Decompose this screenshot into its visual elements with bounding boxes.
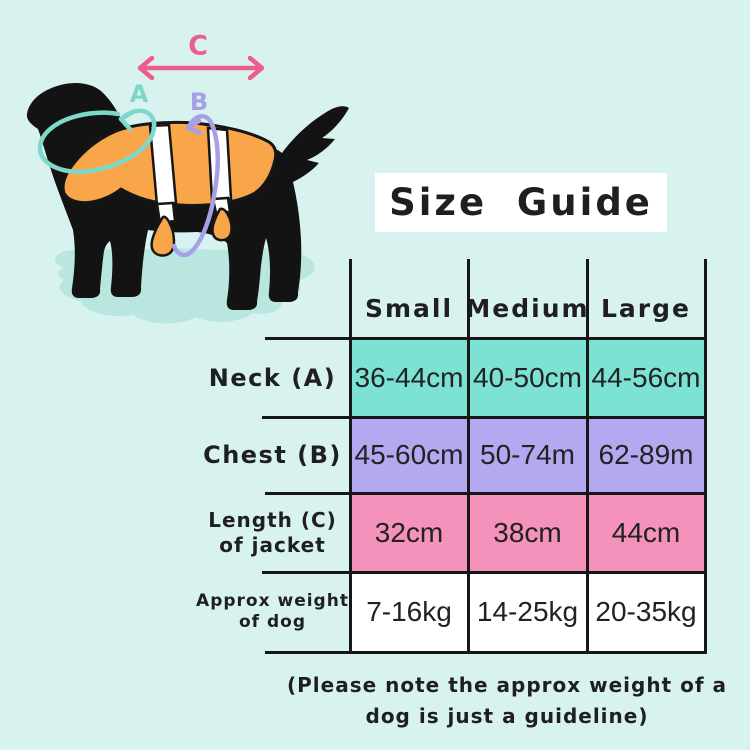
row-label-neck: Neck (A) <box>208 363 337 392</box>
jacket-tassel-front <box>150 215 176 257</box>
length-measure-arrow <box>137 55 265 81</box>
cell-chest-medium: 50-74m <box>468 417 587 493</box>
cell-weight-small: 7-16kg <box>350 572 468 652</box>
table-gridline-horizontal <box>265 651 707 654</box>
footer-note: (Please note the approx weight of a dog … <box>252 670 750 732</box>
cell-weight-large: 20-35kg <box>587 572 705 652</box>
table-gridline-vertical <box>585 259 589 654</box>
row-label-weight: Approx weight of dog <box>196 590 349 632</box>
column-header-large: Large <box>601 294 691 323</box>
cell-chest-small: 45-60cm <box>350 417 468 493</box>
column-header-medium: Medium <box>465 294 590 323</box>
neck-measure-loop <box>37 108 157 174</box>
cell-length-large: 44cm <box>587 493 705 572</box>
measure-label-a: A <box>130 80 149 108</box>
footer-note-line-1: (Please note the approx weight of a <box>286 673 727 697</box>
dog-measurement-illustration: A B C <box>26 31 349 324</box>
cell-neck-large: 44-56cm <box>587 338 705 417</box>
chest-arrowhead <box>185 118 203 136</box>
column-header-small: Small <box>364 294 454 323</box>
measure-label-c: C <box>188 31 208 62</box>
cell-length-medium: 38cm <box>468 493 587 572</box>
cell-neck-small: 36-44cm <box>350 338 468 417</box>
cell-neck-medium: 40-50cm <box>468 338 587 417</box>
footer-note-line-2: dog is just a guideline) <box>365 704 649 728</box>
table-gridline-horizontal <box>265 336 707 340</box>
neck-arrowhead <box>118 109 136 132</box>
table-gridline-horizontal <box>265 491 707 495</box>
chest-measure-arc <box>171 114 221 258</box>
cell-length-small: 32cm <box>350 493 468 572</box>
table-gridline-vertical <box>466 259 470 654</box>
arrow-right-chevron <box>247 55 265 81</box>
row-label-length: Length (C) of jacket <box>208 507 337 557</box>
arrow-left-chevron <box>137 55 155 81</box>
table-gridline-horizontal <box>262 415 707 419</box>
jacket-strap-front <box>148 123 178 207</box>
table-gridline-vertical <box>703 259 707 654</box>
measure-label-b: B <box>190 88 208 116</box>
title-box: Size Guide <box>375 173 667 232</box>
strap-stub-rear <box>211 196 232 215</box>
row-label-chest: Chest (B) <box>203 441 342 469</box>
jacket-tassel-rear <box>211 207 233 242</box>
size-table: Small Medium Large Neck (A) Chest (B) Le… <box>195 259 710 655</box>
table-gridline-horizontal <box>262 570 707 574</box>
page-title: Size Guide <box>389 181 653 224</box>
cell-chest-large: 62-89m <box>587 417 705 493</box>
table-gridline-vertical <box>348 259 352 654</box>
cell-weight-medium: 14-25kg <box>468 572 587 652</box>
